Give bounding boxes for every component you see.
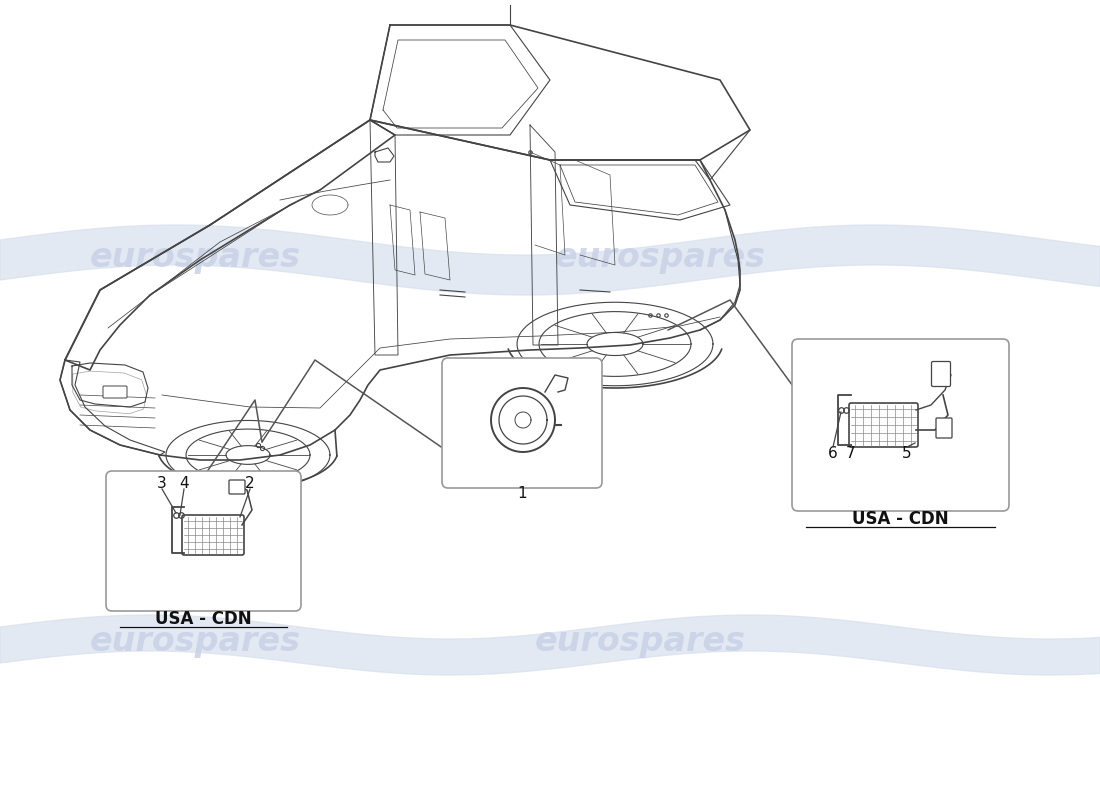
Text: 5: 5 [902, 446, 912, 461]
FancyBboxPatch shape [442, 358, 602, 488]
FancyBboxPatch shape [849, 403, 918, 447]
Text: eurospares: eurospares [89, 626, 300, 658]
FancyBboxPatch shape [106, 471, 301, 611]
Text: eurospares: eurospares [554, 242, 766, 274]
FancyBboxPatch shape [936, 418, 952, 438]
FancyBboxPatch shape [229, 480, 245, 494]
FancyBboxPatch shape [103, 386, 127, 398]
Text: USA - CDN: USA - CDN [155, 610, 252, 628]
FancyBboxPatch shape [792, 339, 1009, 511]
FancyBboxPatch shape [182, 515, 244, 555]
Text: 4: 4 [179, 475, 189, 490]
Text: USA - CDN: USA - CDN [852, 510, 949, 528]
Text: 3: 3 [157, 475, 167, 490]
Text: 2: 2 [245, 475, 255, 490]
Text: 1: 1 [517, 486, 527, 502]
Text: 7: 7 [846, 446, 856, 461]
FancyBboxPatch shape [932, 362, 950, 386]
Text: eurospares: eurospares [535, 626, 746, 658]
Text: eurospares: eurospares [89, 242, 300, 274]
Text: 6: 6 [828, 446, 838, 461]
